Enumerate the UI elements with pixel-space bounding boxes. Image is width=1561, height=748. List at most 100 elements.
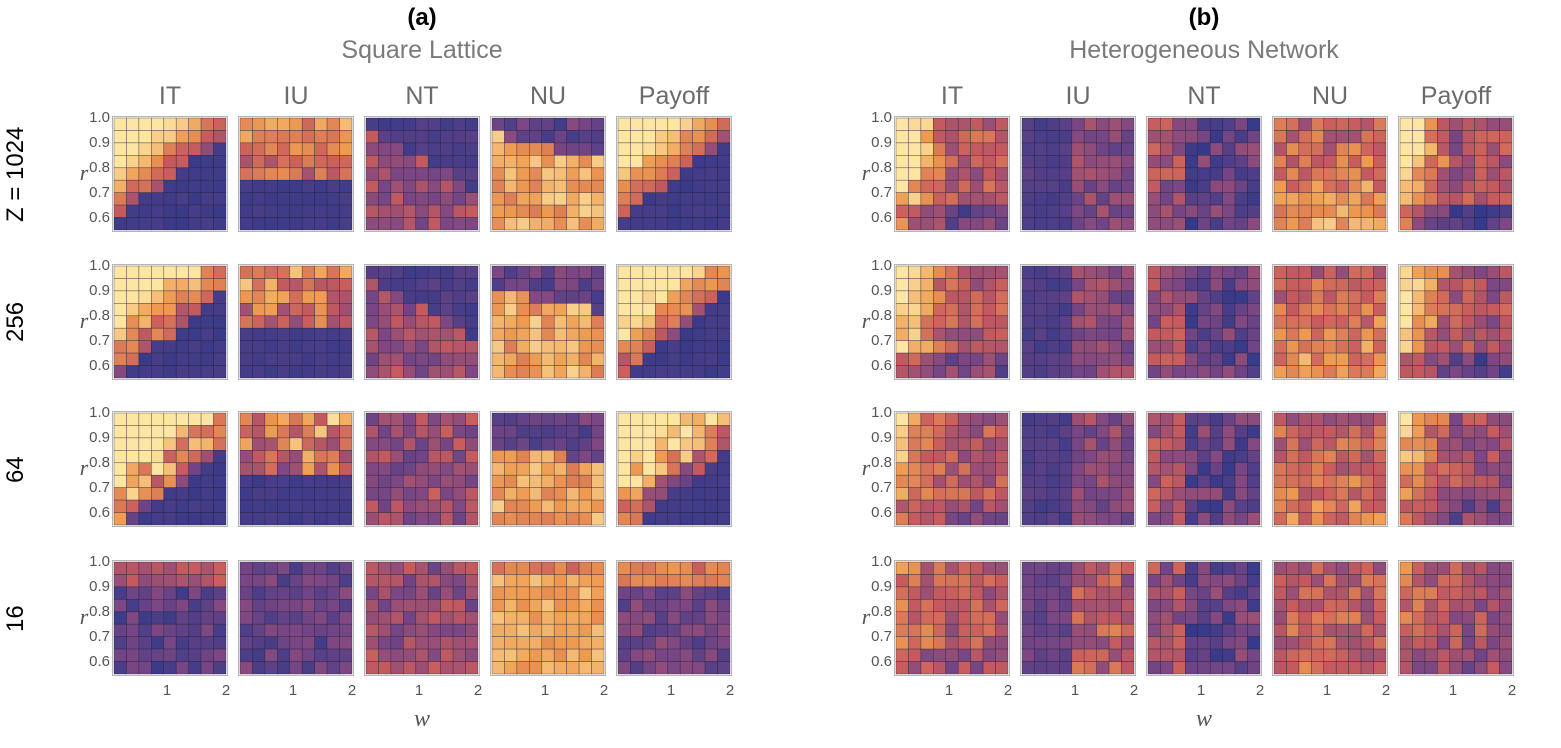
heatmap-cell (1034, 450, 1048, 464)
heatmap-cell (151, 487, 165, 501)
heatmap-cell (491, 179, 505, 193)
heatmap-cell (213, 142, 227, 156)
heatmap-cell (1160, 278, 1174, 292)
heatmap-cell (403, 303, 417, 317)
heatmap-cell (465, 352, 479, 366)
heatmap-cell (541, 599, 555, 613)
heatmap-cell (1185, 462, 1199, 476)
heatmap-cell (252, 611, 266, 625)
heatmap-cell (1399, 352, 1413, 366)
heatmap-cell (440, 487, 454, 501)
heatmap-cell (264, 155, 278, 169)
heatmap-cell (630, 142, 644, 156)
heatmap-cell (1121, 352, 1135, 366)
heatmap-cell (213, 512, 227, 526)
heatmap-cell (970, 561, 984, 575)
heatmap-cell (1298, 327, 1312, 341)
heatmap-cell (578, 290, 592, 304)
heatmap-cell (1172, 117, 1186, 131)
heatmap-cell (1071, 290, 1085, 304)
heatmap-cell (945, 623, 959, 637)
heatmap-cell (138, 412, 152, 426)
heatmap-cell (982, 303, 996, 317)
heatmap-cell (1108, 623, 1122, 637)
x-tick-label: 1 (944, 682, 954, 699)
heatmap-cell (591, 450, 605, 464)
heatmap-cell (289, 425, 303, 439)
heatmap-cell (213, 303, 227, 317)
heatmap-nu (1272, 264, 1388, 380)
heatmap-cell (1160, 437, 1174, 451)
heatmap-cell (465, 425, 479, 439)
heatmap-cell (1172, 623, 1186, 637)
heatmap-cell (1486, 352, 1500, 366)
heatmap-cell (704, 648, 718, 662)
heatmap-cell (301, 623, 315, 637)
heatmap-cell (252, 474, 266, 488)
heatmap-cell (679, 142, 693, 156)
heatmap-cell (1323, 512, 1337, 526)
heatmap-cell (667, 179, 681, 193)
heatmap-cell (541, 574, 555, 588)
heatmap-cell (126, 365, 140, 379)
heatmap-cell (553, 315, 567, 329)
heatmap-cell (200, 192, 214, 206)
heatmap-cell (655, 611, 669, 625)
heatmap-cell (314, 352, 328, 366)
heatmap-cell (630, 512, 644, 526)
heatmap-cell (1021, 130, 1035, 144)
heatmap-cell (617, 474, 631, 488)
heatmap-cell (529, 499, 543, 513)
heatmap-cell (1461, 474, 1475, 488)
heatmap-cell (630, 303, 644, 317)
heatmap-cell (1311, 599, 1325, 613)
heatmap-cell (642, 425, 656, 439)
heatmap-cell (1486, 474, 1500, 488)
heatmap-cell (1046, 636, 1060, 650)
heatmap-cell (1160, 352, 1174, 366)
x-tick-label: 2 (1129, 682, 1139, 699)
heatmap-cell (995, 192, 1009, 206)
heatmap-cell (188, 611, 202, 625)
heatmap-cell (667, 117, 681, 131)
heatmap-cell (920, 661, 934, 675)
heatmap-cell (1412, 204, 1426, 218)
heatmap-cell (1348, 142, 1362, 156)
heatmap-cell (1449, 265, 1463, 279)
heatmap-cell (1247, 425, 1261, 439)
heatmap-cell (630, 315, 644, 329)
y-tick-label: 0.8 (89, 602, 110, 620)
heatmap-cell (982, 450, 996, 464)
heatmap-cell (679, 599, 693, 613)
heatmap-cell (933, 512, 947, 526)
heatmap-cell (1059, 303, 1073, 317)
heatmap-cell (1286, 192, 1300, 206)
heatmap-cell (642, 204, 656, 218)
heatmap-cell (1449, 340, 1463, 354)
heatmap-cell (1034, 315, 1048, 329)
heatmap-cell (264, 278, 278, 292)
heatmap-cell (630, 192, 644, 206)
heatmap-cell (1147, 586, 1161, 600)
heatmap-cell (995, 142, 1009, 156)
heatmap-cell (1273, 561, 1287, 575)
heatmap-cell (126, 278, 140, 292)
heatmap-cell (113, 290, 127, 304)
heatmap-cell (591, 130, 605, 144)
heatmap-cell (277, 179, 291, 193)
heatmap-cell (415, 474, 429, 488)
heatmap-cell (1474, 425, 1488, 439)
heatmap-cell (1096, 499, 1110, 513)
heatmap-cell (908, 425, 922, 439)
heatmap-cell (113, 474, 127, 488)
heatmap-cell (1096, 599, 1110, 613)
heatmap-cell (188, 623, 202, 637)
heatmap-cell (378, 611, 392, 625)
heatmap-cell (516, 204, 530, 218)
heatmap-cell (1437, 290, 1451, 304)
heatmap-cell (1273, 474, 1287, 488)
heatmap-cell (529, 117, 543, 131)
heatmap-cell (1486, 661, 1500, 675)
heatmap-cell (138, 474, 152, 488)
heatmap-cell (642, 412, 656, 426)
